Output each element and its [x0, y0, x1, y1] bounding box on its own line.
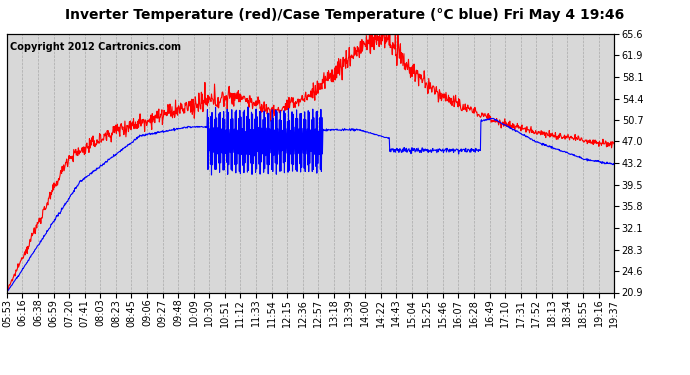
Text: Copyright 2012 Cartronics.com: Copyright 2012 Cartronics.com: [10, 42, 181, 51]
Text: Inverter Temperature (red)/Case Temperature (°C blue) Fri May 4 19:46: Inverter Temperature (red)/Case Temperat…: [66, 8, 624, 21]
